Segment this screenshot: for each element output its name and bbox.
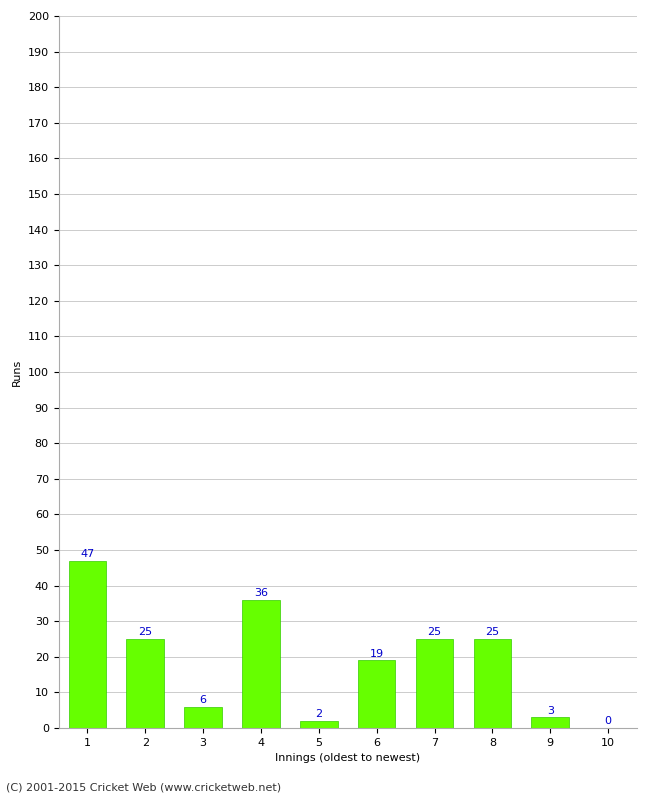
Bar [416,639,453,728]
Text: 25: 25 [428,627,441,638]
Text: 19: 19 [370,649,384,658]
Text: 6: 6 [200,695,207,705]
X-axis label: Innings (oldest to newest): Innings (oldest to newest) [275,754,421,763]
Text: 25: 25 [138,627,152,638]
Bar [300,721,337,728]
Bar [185,706,222,728]
Text: 0: 0 [604,716,612,726]
Bar [532,718,569,728]
Text: 36: 36 [254,588,268,598]
Text: 47: 47 [81,549,94,559]
Text: (C) 2001-2015 Cricket Web (www.cricketweb.net): (C) 2001-2015 Cricket Web (www.cricketwe… [6,782,281,792]
Bar [127,639,164,728]
Bar [69,561,106,728]
Bar [474,639,511,728]
Text: 3: 3 [547,706,554,715]
Bar [242,600,280,728]
Text: 25: 25 [486,627,499,638]
Y-axis label: Runs: Runs [12,358,22,386]
Bar [358,660,395,728]
Text: 2: 2 [315,709,322,719]
